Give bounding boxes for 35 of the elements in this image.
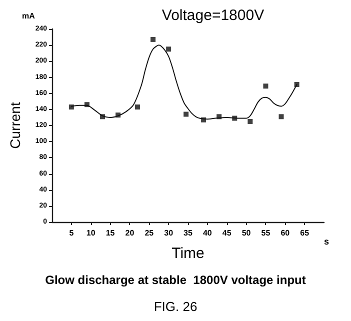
x-tick-label: 25 (144, 228, 154, 238)
point (201, 117, 206, 122)
point (116, 112, 121, 118)
x-tick-label: 15 (106, 228, 116, 238)
point (134, 104, 140, 110)
x-tick-label: 45 (222, 228, 232, 238)
x-tick-label: 40 (202, 228, 212, 238)
caption: FIG. 26 (154, 299, 198, 314)
point (232, 116, 238, 121)
x-tick-label: 20 (125, 228, 135, 238)
x-tick-label: 65 (300, 228, 310, 238)
point (100, 114, 106, 120)
x-tick-label: 60 (280, 228, 290, 238)
x-tick-label: 10 (86, 228, 96, 238)
x-axis-title: Time (172, 245, 204, 262)
point (263, 84, 268, 89)
point (248, 118, 253, 124)
point (68, 104, 74, 110)
text: mA (22, 12, 36, 20)
point (150, 36, 156, 42)
point (166, 46, 172, 52)
point (84, 102, 90, 108)
point (184, 112, 189, 117)
point (216, 114, 222, 120)
text: s (324, 236, 330, 246)
y-axis-title: Current (7, 102, 23, 149)
x-tick-label: 50 (242, 228, 252, 238)
chart-title: Voltage=1800V (162, 7, 264, 24)
x-tick-label: 30 (164, 228, 174, 238)
point (294, 82, 300, 87)
text: Glow discharge at stable 1800V voltage input (45, 273, 306, 287)
point (278, 114, 284, 120)
x-tick-label: 5 (69, 228, 74, 238)
x-tick-label: 35 (184, 228, 193, 238)
x-tick-label: 55 (261, 228, 271, 238)
